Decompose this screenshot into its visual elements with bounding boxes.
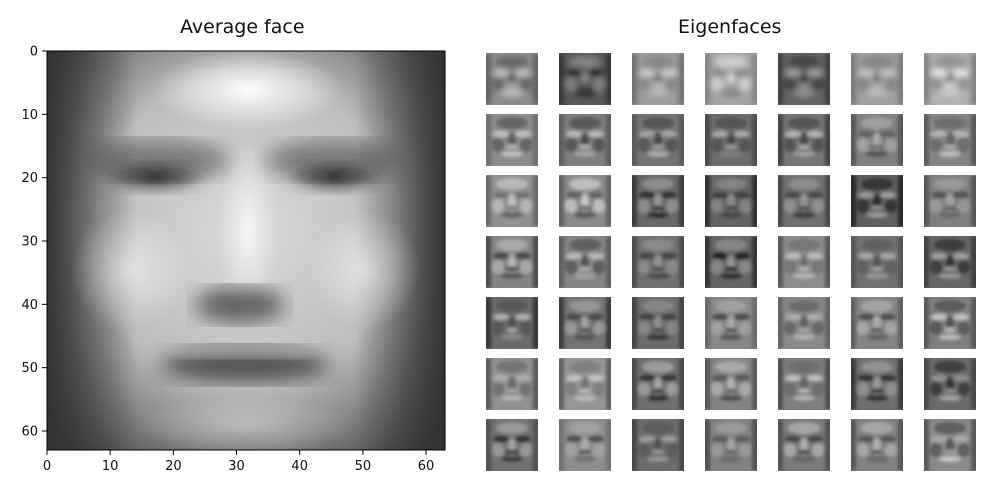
eigenface-tile <box>705 236 757 288</box>
eigenface-tile <box>559 419 611 471</box>
eigenface-tile <box>486 175 538 227</box>
eigenfaces-title: Eigenfaces <box>678 16 782 38</box>
eigenface-tile <box>486 297 538 349</box>
x-tick-label: 30 <box>228 459 245 474</box>
eigenface-tile <box>632 114 684 166</box>
y-tick-label: 60 <box>21 425 38 440</box>
y-axis: 0 10 20 30 40 50 60 <box>21 45 47 440</box>
eigenface-tile <box>559 358 611 410</box>
y-tick-label: 30 <box>21 235 38 250</box>
eigenface-tile <box>559 297 611 349</box>
eigenface-tile <box>559 53 611 105</box>
eigenface-tile <box>778 53 830 105</box>
eigenface-tile <box>632 236 684 288</box>
eigenface-tile <box>559 175 611 227</box>
eigenface-tile <box>924 419 976 471</box>
eigenface-tile <box>851 114 903 166</box>
x-tick-label: 40 <box>291 459 308 474</box>
x-tick-label: 50 <box>355 459 372 474</box>
average-face-plot: 0 10 20 30 40 50 60 0 10 20 30 40 50 60 <box>21 45 446 474</box>
eigenface-tile <box>851 236 903 288</box>
y-tick-label: 50 <box>21 361 38 376</box>
eigenface-tile <box>559 114 611 166</box>
eigenface-tile <box>778 297 830 349</box>
eigenface-tile <box>486 358 538 410</box>
eigenface-tile <box>632 175 684 227</box>
eigenface-tile <box>924 236 976 288</box>
eigenface-tile <box>486 114 538 166</box>
x-axis: 0 10 20 30 40 50 60 <box>43 450 434 474</box>
eigenface-tile <box>705 358 757 410</box>
x-tick-label: 20 <box>165 459 182 474</box>
eigenface-tile <box>924 297 976 349</box>
eigenface-tile <box>705 175 757 227</box>
eigenface-tile <box>632 419 684 471</box>
eigenface-tile <box>705 297 757 349</box>
eigenface-tile <box>486 236 538 288</box>
y-tick-label: 10 <box>21 108 38 123</box>
eigenface-tile <box>705 419 757 471</box>
y-tick-label: 20 <box>21 171 38 186</box>
eigenface-tile <box>924 358 976 410</box>
eigenface-tile <box>705 53 757 105</box>
eigenface-tile <box>559 236 611 288</box>
eigenface-tile <box>851 358 903 410</box>
x-tick-label: 10 <box>102 459 119 474</box>
average-face-image <box>47 51 445 450</box>
eigenface-tile <box>632 297 684 349</box>
eigenface-tile <box>778 175 830 227</box>
eigenface-tile <box>778 114 830 166</box>
eigenface-tile <box>486 419 538 471</box>
eigenfaces-grid <box>486 53 976 471</box>
eigenface-tile <box>778 358 830 410</box>
eigenface-tile <box>632 53 684 105</box>
x-tick-label: 60 <box>418 459 435 474</box>
eigenface-tile <box>778 236 830 288</box>
eigenface-tile <box>851 53 903 105</box>
eigenface-tile <box>924 53 976 105</box>
eigenface-tile <box>924 114 976 166</box>
y-tick-label: 0 <box>30 45 38 60</box>
average-face-title: Average face <box>180 16 305 38</box>
eigenface-tile <box>486 53 538 105</box>
x-tick-label: 0 <box>43 459 51 474</box>
average-face-axes-frame <box>46 50 446 451</box>
eigenface-tile <box>632 358 684 410</box>
eigenface-tile <box>778 419 830 471</box>
eigenface-tile <box>851 419 903 471</box>
eigenface-tile <box>705 114 757 166</box>
y-tick-label: 40 <box>21 298 38 313</box>
eigenface-tile <box>851 297 903 349</box>
eigenface-tile <box>851 175 903 227</box>
eigenface-tile <box>924 175 976 227</box>
